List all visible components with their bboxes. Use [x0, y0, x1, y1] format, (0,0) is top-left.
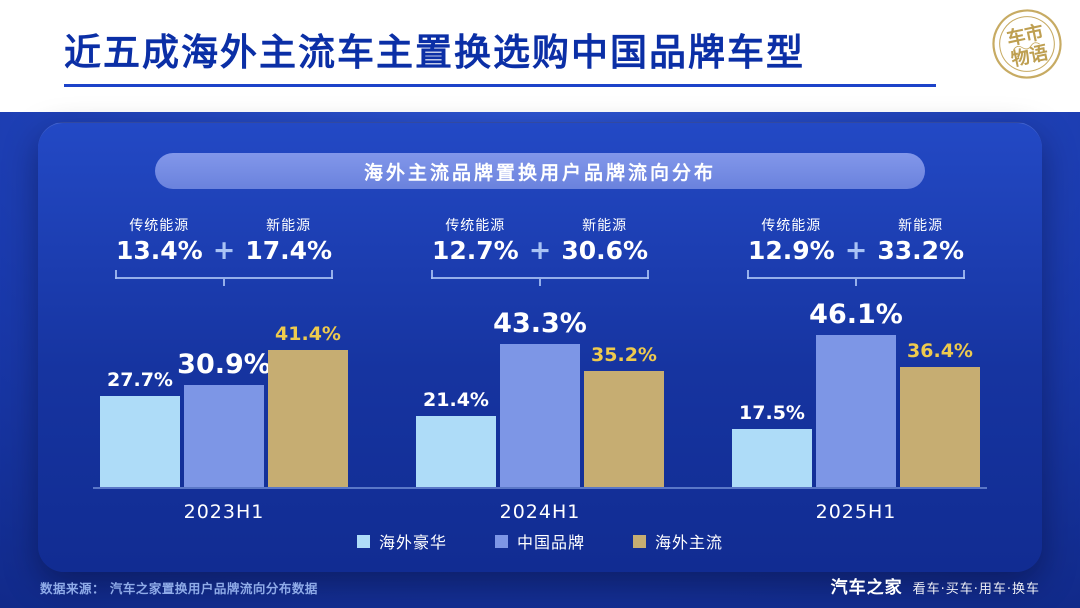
bar-value-label: 17.5%: [739, 402, 805, 424]
bar-value-label: 46.1%: [809, 299, 903, 330]
x-axis-label-2023H1: 2023H1: [183, 501, 265, 523]
bar-海外主流-2025H1: [900, 367, 980, 487]
bar-wrap: 41.4%: [268, 323, 348, 487]
annotation-brace: [431, 269, 649, 286]
bar-wrap: 43.3%: [493, 308, 587, 487]
legend-item-海外主流: 海外主流: [633, 529, 723, 553]
bar-group-2024H1: 传统能源 12.7% + 新能源 30.6% 21.4% 43.3% 35.2% 2024H1: [409, 215, 671, 523]
title-underline: [64, 84, 936, 87]
traditional-energy-value: 12.7%: [431, 236, 519, 265]
bar-wrap: 17.5%: [732, 402, 812, 487]
header: 近五成海外主流车主置换选购中国品牌车型 车市 物语: [0, 0, 1080, 112]
bar-value-label: 21.4%: [423, 389, 489, 411]
traditional-energy-value: 12.9%: [747, 236, 835, 265]
bar-wrap: 36.4%: [900, 340, 980, 487]
bar-group-2025H1: 传统能源 12.9% + 新能源 33.2% 17.5% 46.1% 36.4% 2025H1: [725, 215, 987, 523]
legend-label: 海外主流: [655, 533, 724, 552]
bar-value-label: 27.7%: [107, 369, 173, 391]
data-source: 数据来源： 汽车之家置换用户品牌流向分布数据: [40, 581, 318, 596]
bar-海外豪华-2023H1: [100, 396, 180, 487]
bar-value-label: 30.9%: [177, 349, 271, 380]
new-energy: 新能源 33.2%: [877, 215, 964, 265]
traditional-energy: 传统能源 12.9%: [748, 215, 835, 265]
energy-annotation: 传统能源 12.9% + 新能源 33.2%: [725, 215, 987, 286]
page-title: 近五成海外主流车主置换选购中国品牌车型: [64, 31, 805, 74]
new-energy: 新能源 17.4%: [245, 215, 332, 265]
new-energy: 新能源 30.6%: [561, 215, 648, 265]
bar-wrap: 46.1%: [809, 299, 903, 487]
bar-chart: 传统能源 13.4% + 新能源 17.4% 27.7% 30.9% 41.4% 2023H1 传…: [93, 215, 987, 523]
bar-wrap: 21.4%: [416, 389, 496, 487]
footer-brand: 汽车之家 看车·买车·用车·换车: [831, 573, 1040, 598]
brand-tagline: 看车·买车·用车·换车: [912, 582, 1040, 597]
new-energy-value: 33.2%: [877, 236, 965, 265]
traditional-energy-label: 传统能源: [761, 218, 822, 234]
energy-annotation: 传统能源 13.4% + 新能源 17.4%: [93, 215, 355, 286]
x-axis-label-2025H1: 2025H1: [815, 501, 897, 523]
legend-label: 海外豪华: [378, 533, 447, 552]
bar-value-label: 43.3%: [493, 308, 587, 339]
bar-wrap: 27.7%: [100, 369, 180, 487]
bar-海外豪华-2024H1: [416, 416, 496, 487]
bars-row: 21.4% 43.3% 35.2%: [416, 308, 664, 487]
annotation-brace: [747, 269, 965, 286]
seal-icon: 车市 物语: [992, 9, 1062, 79]
bar-中国品牌-2023H1: [184, 385, 264, 487]
new-energy-label: 新能源: [582, 218, 628, 234]
bar-value-label: 41.4%: [275, 323, 341, 345]
chart-panel: 海外主流品牌置换用户品牌流向分布 传统能源 13.4% + 新能源 17.4% 27.7%…: [38, 122, 1042, 572]
bar-中国品牌-2024H1: [500, 344, 580, 487]
chart-legend: 海外豪华 中国品牌 海外主流: [38, 529, 1042, 553]
plus-sign: +: [844, 234, 868, 266]
x-axis-line: [93, 487, 987, 489]
traditional-energy-label: 传统能源: [445, 218, 506, 234]
seal-wave-icon: [1013, 42, 1040, 50]
legend-swatch: [633, 534, 646, 548]
bar-wrap: 35.2%: [584, 344, 664, 487]
energy-annotation: 传统能源 12.7% + 新能源 30.6%: [409, 215, 671, 286]
legend-swatch: [356, 534, 370, 548]
bar-海外豪华-2025H1: [732, 429, 812, 487]
chart-title-pill: 海外主流品牌置换用户品牌流向分布: [155, 153, 925, 189]
bars-row: 17.5% 46.1% 36.4%: [732, 299, 980, 487]
new-energy-value: 17.4%: [245, 236, 333, 265]
brand-seal: 车市 物语: [982, 0, 1071, 91]
bar-中国品牌-2025H1: [816, 335, 896, 487]
legend-label: 中国品牌: [516, 533, 585, 552]
annotation-brace: [115, 269, 333, 286]
bar-海外主流-2024H1: [584, 371, 664, 487]
new-energy-label: 新能源: [898, 218, 944, 234]
bar-value-label: 35.2%: [591, 344, 657, 366]
bar-海外主流-2023H1: [268, 350, 348, 487]
traditional-energy: 传统能源 13.4%: [116, 215, 203, 265]
new-energy-label: 新能源: [266, 218, 312, 234]
traditional-energy-label: 传统能源: [129, 218, 190, 234]
x-axis-label-2024H1: 2024H1: [499, 501, 581, 523]
brand-name: 汽车之家: [830, 578, 903, 598]
legend-item-中国品牌: 中国品牌: [494, 529, 585, 553]
traditional-energy-value: 13.4%: [115, 236, 203, 265]
bar-value-label: 36.4%: [907, 340, 973, 362]
plus-sign: +: [212, 234, 236, 266]
legend-swatch: [494, 534, 508, 548]
legend-item-海外豪华: 海外豪华: [356, 529, 447, 553]
plus-sign: +: [528, 234, 552, 266]
new-energy-value: 30.6%: [561, 236, 649, 265]
traditional-energy: 传统能源 12.7%: [432, 215, 519, 265]
bars-row: 27.7% 30.9% 41.4%: [100, 323, 348, 487]
bar-group-2023H1: 传统能源 13.4% + 新能源 17.4% 27.7% 30.9% 41.4% 2023H1: [93, 215, 355, 523]
bar-wrap: 30.9%: [177, 349, 271, 487]
